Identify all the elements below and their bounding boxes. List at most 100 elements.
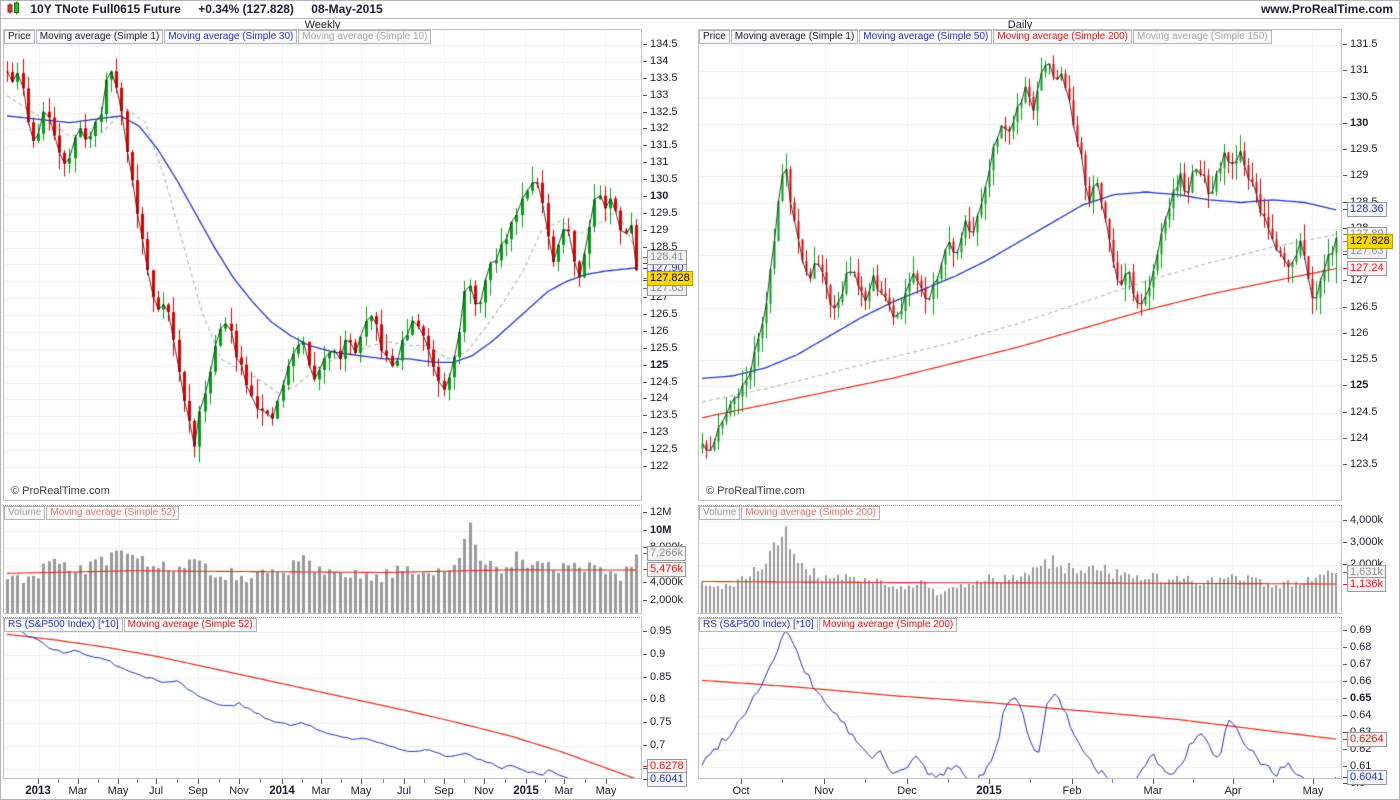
daily-rs-legend: RS (S&P500 Index) [*10] Moving average (S… <box>699 618 958 632</box>
instrument-title: 10Y TNote Full0615 Future <box>30 2 181 16</box>
rs-axis-label: 0.68 <box>1342 641 1371 653</box>
price-axis-label: 131.5 <box>1342 38 1378 50</box>
x-tick-minor <box>58 779 59 783</box>
x-axis-label: Mar <box>554 785 574 797</box>
legend-item[interactable]: Moving average (Simple 200) <box>741 506 880 520</box>
rs-axis-label: 0.75 <box>642 716 671 728</box>
price-axis-label: 129.5 <box>1342 143 1378 155</box>
x-tick <box>78 779 79 784</box>
x-tick-minor <box>505 779 506 783</box>
rs-axis-label: 0.64 <box>1342 709 1371 721</box>
price-axis-label: 123.5 <box>642 409 678 421</box>
price-axis-label: 126 <box>1342 327 1368 339</box>
price-axis-label: 123 <box>642 426 668 438</box>
rs-axis-label: 0.7 <box>642 739 665 751</box>
rs-axis-label: 0.61 <box>1342 760 1371 772</box>
x-tick-minor <box>865 779 866 783</box>
price-tag: 128.36 <box>1343 202 1387 217</box>
daily-price-panel[interactable]: Price Moving average (Simple 1) Moving ave… <box>698 29 1342 501</box>
x-tick <box>989 779 990 784</box>
price-axis-label: 130.5 <box>1342 91 1378 103</box>
x-tick <box>1153 779 1154 784</box>
weekly-rs-panel[interactable]: RS (S&P500 Index) [*10] Moving average (S… <box>3 617 642 779</box>
x-tick-minor <box>219 779 220 783</box>
volume-axis-label: 12M <box>642 506 671 518</box>
x-axis-label: 2014 <box>269 785 295 797</box>
volume-axis-label: 3,000k <box>1342 536 1383 548</box>
legend-item[interactable]: RS (S&P500 Index) [*10] <box>4 618 123 632</box>
daily-rs-panel[interactable]: RS (S&P500 Index) [*10] Moving average (S… <box>698 617 1342 779</box>
x-tick <box>321 779 322 784</box>
x-tick <box>1313 779 1314 784</box>
price-axis-label: 126.5 <box>1342 301 1378 313</box>
legend-item[interactable]: Moving average (Simple 52) <box>123 618 257 632</box>
price-axis-label: 134 <box>642 55 668 67</box>
x-tick-minor <box>545 779 546 783</box>
legend-item[interactable]: Moving average (Simple 10) <box>298 30 432 44</box>
legend-item[interactable]: Moving average (Simple 200) <box>993 30 1132 44</box>
site-link[interactable]: www.ProRealTime.com <box>1260 2 1393 16</box>
legend-item[interactable]: Moving average (Simple 150) <box>1132 30 1272 44</box>
rs-axis-label: 0.69 <box>1342 624 1371 636</box>
price-axis-label: 125.5 <box>1342 353 1378 365</box>
quote-date: 08-May-2015 <box>311 2 383 16</box>
price-axis-label: 132.5 <box>642 106 678 118</box>
x-tick-minor <box>302 779 303 783</box>
price-axis-label: 126 <box>642 325 668 337</box>
rs-axis-label: 0.95 <box>642 625 671 637</box>
x-tick-minor <box>464 779 465 783</box>
legend-item[interactable]: Moving average (Simple 200) <box>818 618 958 632</box>
x-axis-label: May <box>1302 785 1324 797</box>
x-tick-minor <box>260 779 261 783</box>
x-tick <box>907 779 908 784</box>
legend-item[interactable]: Moving average (Simple 50) <box>859 30 993 44</box>
rs-tag: 0.6041 <box>643 772 687 787</box>
daily-volume-panel[interactable]: Volume Moving average (Simple 200) <box>698 505 1342 614</box>
legend-item[interactable]: Moving average (Simple 1) <box>730 30 859 44</box>
weekly-rs-legend: RS (S&P500 Index) [*10] Moving average (S… <box>4 618 258 632</box>
x-tick <box>38 779 39 784</box>
legend-item[interactable]: Moving average (Simple 30) <box>164 30 298 44</box>
x-axis-label: Mar <box>1143 785 1163 797</box>
legend-item[interactable]: RS (S&P500 Index) [*10] <box>699 618 818 632</box>
volume-axis-label: 10M <box>642 524 671 536</box>
x-axis-label: Jul <box>148 785 164 797</box>
rs-axis-label: 0.67 <box>1342 658 1371 670</box>
price-axis-label: 130 <box>642 190 668 202</box>
price-axis-label: 133 <box>642 89 668 101</box>
x-tick-minor <box>1030 779 1031 783</box>
x-tick <box>156 779 157 784</box>
weekly-price-panel[interactable]: Price Moving average (Simple 1) Moving ave… <box>3 29 642 501</box>
x-tick <box>606 779 607 784</box>
daily-chart-title: Daily <box>1007 19 1033 31</box>
weekly-y-axis: 134.5 134 133.5 133 132.5 132 131.5 131 130.5 130… <box>642 1 696 799</box>
legend-item[interactable]: Moving average (Simple 52) <box>46 506 180 520</box>
legend-item[interactable]: Price <box>699 30 730 44</box>
price-axis-label: 129 <box>642 224 668 236</box>
x-tick <box>282 779 283 784</box>
x-tick <box>1233 779 1234 784</box>
x-tick-minor <box>177 779 178 783</box>
price-axis-label: 125 <box>1342 379 1368 391</box>
x-axis-label: May <box>595 785 617 797</box>
x-axis-label: Nov <box>814 785 834 797</box>
x-tick <box>118 779 119 784</box>
x-axis-label: Oct <box>732 785 750 797</box>
x-axis-label: Dec <box>897 785 917 797</box>
x-tick-minor <box>383 779 384 783</box>
x-axis-label: Sep <box>434 785 454 797</box>
rs-axis-label: 0.66 <box>1342 675 1371 687</box>
x-tick <box>484 779 485 784</box>
x-axis-label: 2013 <box>25 785 51 797</box>
x-tick-minor <box>137 779 138 783</box>
legend-item[interactable]: Price <box>4 30 35 44</box>
x-tick-minor <box>341 779 342 783</box>
legend-item[interactable]: Volume <box>4 506 46 520</box>
weekly-volume-panel[interactable]: Volume Moving average (Simple 52) <box>3 505 642 614</box>
x-tick <box>741 779 742 784</box>
legend-item[interactable]: Moving average (Simple 1) <box>35 30 164 44</box>
legend-item[interactable]: Volume <box>699 506 741 520</box>
x-tick <box>404 779 405 784</box>
price-axis-label: 122.5 <box>642 443 678 455</box>
price-axis-label: 132 <box>642 122 668 134</box>
